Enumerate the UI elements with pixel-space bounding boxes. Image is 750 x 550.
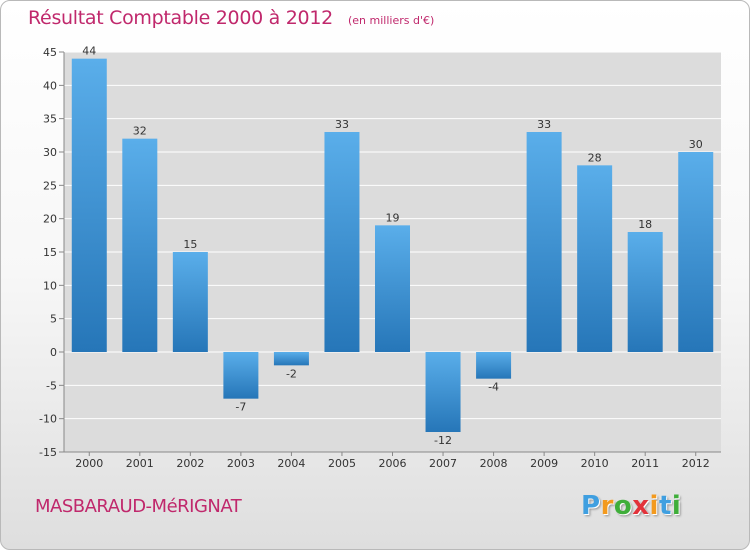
commune-name: MASBARAUD-MéRIGNAT: [35, 496, 242, 517]
bar-2005: [324, 132, 360, 352]
x-tick-label: 2012: [682, 457, 710, 470]
data-label: 19: [386, 211, 400, 224]
bar-2002: [172, 252, 208, 352]
y-tick-label: 40: [43, 79, 57, 92]
data-label: 15: [183, 238, 197, 251]
bar-2009: [526, 132, 562, 352]
x-tick-label: 2008: [480, 457, 508, 470]
data-label: 32: [133, 125, 147, 138]
y-tick-label: 35: [43, 113, 57, 126]
chart-title: Résultat Comptable 2000 à 2012: [28, 7, 333, 29]
logo-letter: P: [581, 491, 601, 521]
y-tick-label: 45: [43, 46, 57, 59]
y-tick-label: -5: [46, 379, 57, 392]
data-label: -2: [286, 367, 297, 380]
y-tick-label: 10: [43, 279, 57, 292]
data-label: -12: [434, 434, 452, 447]
y-tick-label: -15: [39, 446, 57, 459]
data-label: 30: [689, 138, 703, 151]
x-tick-label: 2009: [530, 457, 558, 470]
x-tick-label: 2001: [126, 457, 154, 470]
bar-2011: [627, 232, 663, 352]
x-tick-label: 2003: [227, 457, 255, 470]
x-tick-label: 2004: [277, 457, 305, 470]
bar-2006: [375, 225, 410, 352]
bar-2000: [71, 58, 107, 353]
logo-letter: r: [600, 491, 614, 521]
title-row: Résultat Comptable 2000 à 2012 (en milli…: [28, 7, 434, 29]
bar-2001: [122, 138, 158, 352]
data-label: 33: [537, 118, 551, 131]
bar-2010: [577, 165, 613, 352]
x-tick-label: 2002: [176, 457, 204, 470]
logo-letter: o: [613, 491, 633, 521]
x-tick-label: 2005: [328, 457, 356, 470]
bar-2003: [223, 352, 259, 399]
y-tick-label: 25: [43, 179, 57, 192]
data-label: -4: [488, 381, 499, 394]
data-label: 18: [638, 218, 652, 231]
data-label: 28: [588, 151, 602, 164]
x-tick-label: 2000: [75, 457, 103, 470]
y-tick-label: 0: [50, 346, 57, 359]
bar-2004: [273, 352, 309, 366]
y-tick-label: 20: [43, 213, 57, 226]
bar-2008: [476, 352, 512, 379]
proxiti-logo: Proxiti: [581, 491, 681, 521]
x-tick-label: 2010: [581, 457, 609, 470]
logo-letter: x: [632, 491, 650, 521]
bar-2012: [678, 152, 714, 352]
data-label: -7: [235, 401, 246, 414]
data-label: 33: [335, 118, 349, 131]
x-tick-label: 2011: [631, 457, 659, 470]
y-tick-label: 15: [43, 246, 57, 259]
y-tick-label: 5: [50, 313, 57, 326]
bar-2007: [425, 352, 461, 432]
y-tick-label: 30: [43, 146, 57, 159]
y-tick-label: -10: [39, 413, 57, 426]
logo-letter: t: [658, 491, 672, 521]
data-label: 44: [82, 45, 96, 58]
x-tick-label: 2007: [429, 457, 457, 470]
x-tick-label: 2006: [379, 457, 407, 470]
logo-letter: i: [649, 491, 659, 521]
logo-letter: i: [671, 491, 682, 521]
chart-subtitle: (en milliers d'€): [347, 14, 435, 27]
